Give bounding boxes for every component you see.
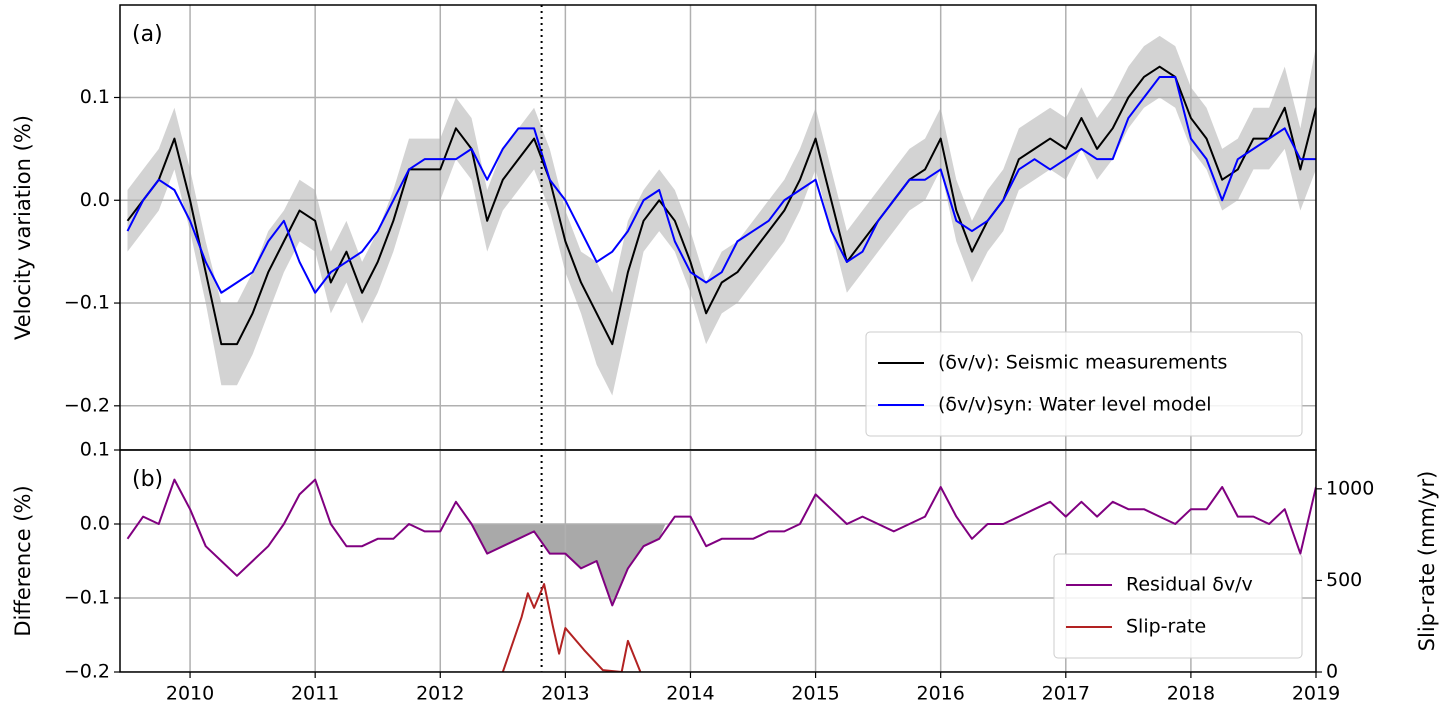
- series-line: [126, 478, 1316, 607]
- y2-tick-label: 500: [1326, 569, 1362, 591]
- y-tick-label: −0.1: [64, 292, 110, 314]
- y-tick-label: −0.1: [64, 587, 110, 609]
- uncertainty-band: [127, 35, 1316, 396]
- legend-label: Slip-rate: [1126, 616, 1206, 638]
- y-tick-label: 0.0: [80, 513, 110, 535]
- plot-area: [120, 450, 1316, 672]
- x-tick-label: 2013: [541, 683, 589, 705]
- y-tick-label: 0.1: [80, 439, 110, 461]
- legend-label: (δv/v)syn: Water level model: [938, 394, 1212, 416]
- y-tick-label: 0.0: [80, 189, 110, 211]
- series-line: [126, 65, 1316, 346]
- x-tick-label: 2012: [416, 683, 464, 705]
- series-line: [126, 75, 1316, 294]
- x-tick-label: 2016: [917, 683, 965, 705]
- x-tick-label: 2010: [166, 683, 214, 705]
- y-tick-label: 0.1: [80, 86, 110, 108]
- series-line: [501, 583, 642, 672]
- legend-label: (δv/v): Seismic measurements: [938, 352, 1227, 374]
- axes-frame: [119, 449, 1317, 673]
- x-tick-label: 2018: [1167, 683, 1215, 705]
- y2-axis-label: Slip-rate (mm/yr): [1415, 471, 1439, 652]
- panel-label: (a): [132, 22, 163, 47]
- y2-tick-label: 0: [1326, 661, 1338, 683]
- panel-label: (b): [132, 467, 163, 492]
- x-tick-label: 2011: [291, 683, 339, 705]
- x-tick-label: 2014: [666, 683, 714, 705]
- legend-label: Residual δv/v: [1126, 574, 1253, 596]
- y2-tick-label: 1000: [1326, 477, 1374, 499]
- legend: Residual δv/v Slip-rate: [1053, 553, 1303, 659]
- legend: (δv/v): Seismic measurements (δv/v)syn: W…: [865, 331, 1303, 437]
- shaded-area: [471, 524, 666, 606]
- y-tick-label: −0.2: [64, 661, 110, 683]
- x-tick-label: 2015: [791, 683, 839, 705]
- x-tick-label: 2017: [1042, 683, 1090, 705]
- y-tick-label: −0.2: [64, 394, 110, 416]
- y-axis-label: Difference (%): [11, 485, 35, 636]
- y-axis-label: Velocity variation (%): [11, 115, 35, 340]
- legend-box: [1053, 553, 1303, 659]
- legend-box: [865, 331, 1303, 437]
- x-tick-label: 2019: [1292, 683, 1340, 705]
